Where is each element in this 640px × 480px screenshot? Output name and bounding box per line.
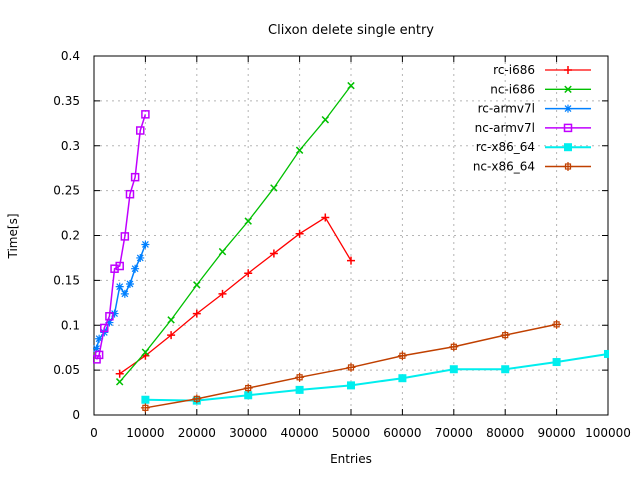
legend-entry-rc-armv7l: rc-armv7l	[478, 102, 591, 116]
grid-lines	[94, 56, 608, 415]
y-tick-label: 0.25	[53, 184, 80, 198]
legend-entry-rc-x86_64: rc-x86_64	[476, 140, 591, 154]
series-rc-x86_64	[141, 349, 609, 405]
x-tick-label: 80000	[486, 426, 524, 440]
plot-area: 0 10000 20000 30000 40000 50000 60000 70000 8000…	[53, 49, 631, 440]
legend-label: nc-i686	[490, 82, 535, 96]
series-layer	[93, 81, 609, 413]
x-tick-label: 70000	[435, 426, 473, 440]
x-tick-label: 90000	[538, 426, 576, 440]
legend-entry-nc-x86_64: nc-x86_64	[473, 160, 591, 174]
legend-entry-nc-i686: nc-i686	[490, 82, 591, 96]
series-nc-i686	[115, 81, 355, 386]
y-axis-label: Time[s]	[6, 214, 20, 260]
x-tick-label: 50000	[332, 426, 370, 440]
y-tick-label: 0.15	[53, 273, 80, 287]
y-tick-label: 0.2	[61, 229, 80, 243]
y-tick-label: 0.4	[61, 49, 80, 63]
legend-label: rc-x86_64	[476, 140, 535, 154]
x-tick-label: 20000	[178, 426, 216, 440]
chart-title: Clixon delete single entry	[268, 23, 434, 38]
x-tick-label: 10000	[126, 426, 164, 440]
x-axis-label: Entries	[330, 452, 372, 466]
y-tick-label: 0.1	[61, 318, 80, 332]
series-rc-i686	[115, 213, 355, 378]
legend-label: rc-armv7l	[478, 102, 535, 116]
legend: rc-i686 nc-i686 rc-armv7l nc-armv7l rc-x86_6…	[473, 63, 591, 174]
y-tick-label: 0.35	[53, 94, 80, 108]
y-tick-label: 0.3	[61, 139, 80, 153]
series-rc-armv7l	[93, 240, 150, 353]
x-tick-label: 0	[90, 426, 98, 440]
legend-label: rc-i686	[493, 63, 535, 77]
x-tick-label: 30000	[229, 426, 267, 440]
legend-entry-nc-armv7l: nc-armv7l	[475, 121, 591, 135]
legend-label: nc-armv7l	[475, 121, 535, 135]
legend-entry-rc-i686: rc-i686	[493, 63, 591, 77]
x-tick-label: 100000	[585, 426, 631, 440]
series-nc-x86_64	[140, 319, 562, 413]
axes: 0 10000 20000 30000 40000 50000 60000 70000 8000…	[53, 49, 631, 440]
legend-label: nc-x86_64	[473, 160, 535, 174]
y-tick-label: 0.05	[53, 363, 80, 377]
x-tick-label: 60000	[383, 426, 421, 440]
x-tick-label: 40000	[281, 426, 319, 440]
series-nc-armv7l	[93, 110, 150, 364]
y-tick-label: 0	[72, 408, 80, 422]
